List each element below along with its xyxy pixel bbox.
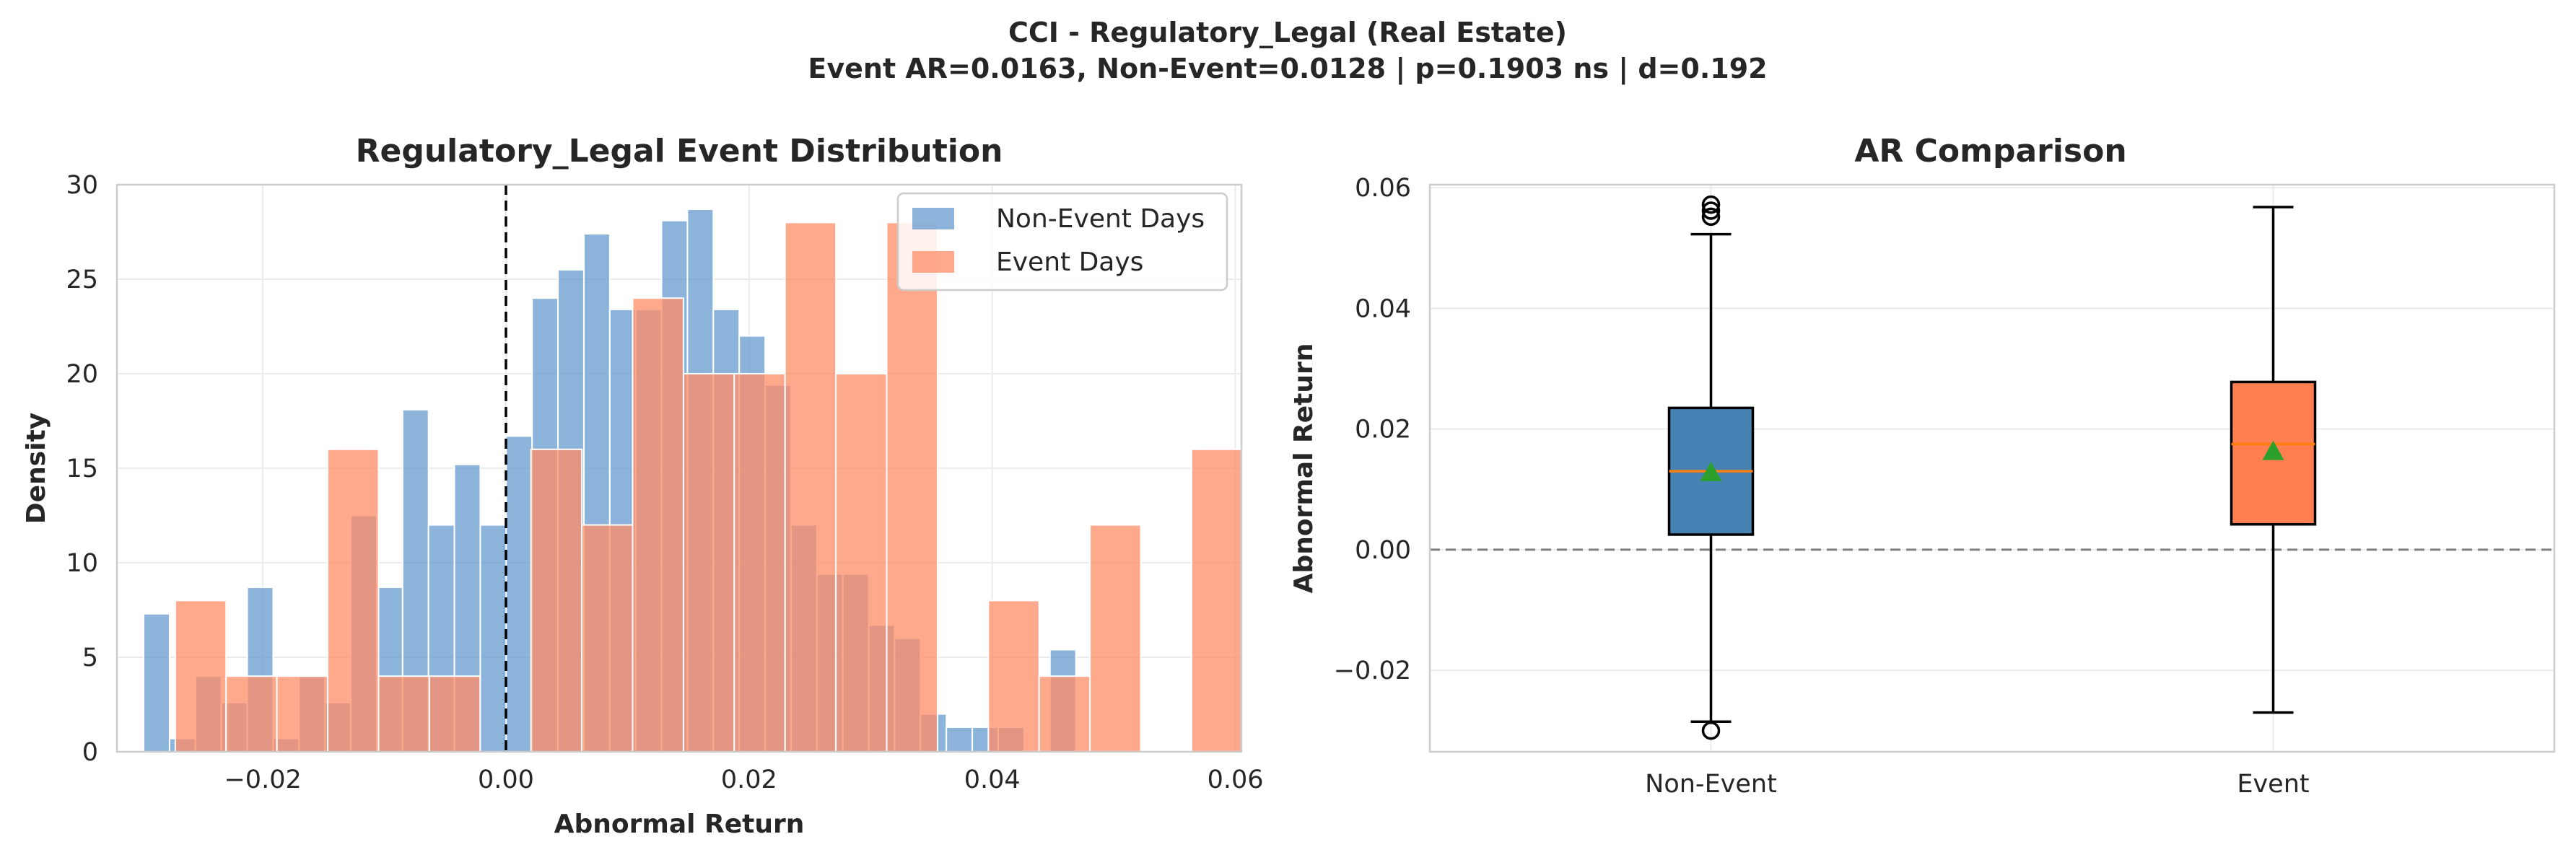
figure-suptitle-line2: Event AR=0.0163, Non-Event=0.0128 | p=0.… (808, 53, 1767, 85)
histogram-bar-event-days (632, 297, 684, 752)
boxplot-mean-marker-event (2262, 440, 2284, 460)
histogram-bar-event-days (428, 675, 481, 753)
boxplot-x-ticks: Non-Event Event (1645, 770, 2309, 799)
boxplot-y-tick-label: 0.06 (1355, 174, 1411, 203)
boxplot-outlier-non-event (1701, 207, 1721, 227)
histogram-y-tick-label: 25 (66, 266, 98, 294)
histogram-bar-event-days (733, 373, 786, 752)
histogram-bars (143, 209, 1244, 753)
boxplot-outlier-non-event (1701, 195, 1721, 214)
histogram-bar-non-event-days (143, 613, 170, 752)
legend-swatch-non-event-days (912, 208, 954, 229)
histogram-bar-event-days (1038, 675, 1091, 753)
histogram-y-tick-label: 30 (66, 171, 98, 200)
histogram-y-ticks: 0 5 10 15 20 25 30 (66, 171, 98, 767)
histogram-x-tick-label: 0.04 (964, 765, 1021, 794)
boxplot-outlier-non-event (1701, 201, 1721, 220)
histogram-bar-event-days (886, 221, 938, 752)
histogram-y-tick-label: 5 (82, 644, 98, 672)
boxplot-y-ticks: −0.02 0.00 0.02 0.04 0.06 (1334, 174, 1411, 685)
histogram-bar-event-days (174, 600, 227, 753)
boxplot-title: AR Comparison (1854, 133, 2126, 170)
histogram-chart: Regulatory_Legal Event Distribution −0.0… (22, 133, 1264, 839)
boxplot-y-tick-label: −0.02 (1334, 657, 1411, 685)
histogram-x-tick-label: 0.02 (721, 765, 777, 794)
histogram-bar-event-days (377, 675, 430, 753)
legend-box (896, 192, 1228, 291)
histogram-bar-event-days (225, 675, 278, 753)
histogram-bar-event-days (327, 448, 380, 752)
histogram-x-axis-label: Abnormal Return (554, 809, 805, 839)
boxplot-y-tick-label: 0.04 (1355, 294, 1411, 323)
histogram-bar-event-days (1089, 524, 1142, 752)
boxplot-plot-frame (1428, 183, 2556, 753)
histogram-x-tick-label: 0.06 (1208, 765, 1264, 794)
boxplot-x-tick-label: Non-Event (1645, 770, 1777, 799)
histogram-bar-non-event-days (946, 726, 974, 753)
histogram-title: Regulatory_Legal Event Distribution (356, 133, 1003, 170)
legend-label-non-event-days: Non-Event Days (996, 204, 1205, 234)
histogram-bar-event-days (987, 600, 1040, 753)
histogram-bar-event-days (784, 221, 837, 752)
histogram-y-tick-label: 0 (82, 738, 98, 767)
boxplot-y-tick-label: 0.00 (1355, 536, 1411, 565)
histogram-bar-event-days (530, 448, 583, 752)
legend-swatch-event-days (912, 251, 954, 273)
histogram-y-axis-label: Density (22, 413, 51, 524)
histogram-bar-event-days (276, 675, 329, 753)
boxplot-boxes (1667, 195, 2317, 740)
histogram-bar-non-event-days (505, 435, 533, 753)
histogram-bar-event-days (682, 373, 735, 752)
figure-suptitle-line1: CCI - Regulatory_Legal (Real Estate) (1008, 17, 1567, 48)
legend-label-event-days: Event Days (996, 247, 1143, 277)
histogram-bar-event-days (1190, 448, 1244, 752)
histogram-x-tick-label: 0.00 (478, 765, 534, 794)
histogram-bar-event-days (581, 524, 634, 752)
boxplot-y-tick-label: 0.02 (1355, 416, 1411, 444)
boxplot-mean-marker-non-event (1700, 461, 1722, 481)
histogram-bar-non-event-days (479, 524, 507, 752)
histogram-y-tick-label: 10 (66, 549, 98, 578)
boxplot-x-tick-label: Event (2237, 770, 2309, 799)
boxplot-y-axis-label: Abnormal Return (1289, 343, 1319, 594)
histogram-legend: Non-Event Days Event Days (896, 192, 1228, 291)
histogram-bar-event-days (835, 373, 888, 752)
histogram-x-ticks: −0.02 0.00 0.02 0.04 0.06 (224, 765, 1263, 794)
histogram-x-tick-label: −0.02 (224, 765, 301, 794)
boxplot-outlier-non-event (1701, 721, 1721, 740)
histogram-plot-frame (115, 183, 1243, 753)
histogram-y-tick-label: 20 (66, 360, 98, 389)
histogram-y-tick-label: 15 (66, 455, 98, 483)
boxplot-chart: AR Comparison Non-Event Event −0.02 0.00 0.… (1289, 133, 2556, 799)
